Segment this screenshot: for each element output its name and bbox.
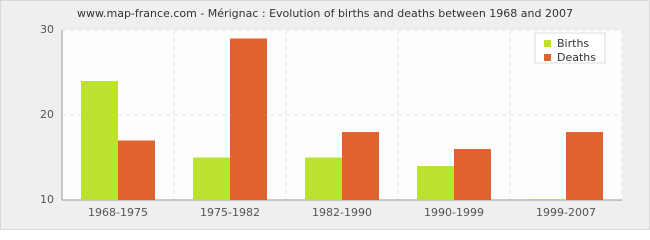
bar (230, 38, 267, 200)
bar (529, 199, 566, 200)
x-tick-label: 1982-1990 (312, 206, 372, 219)
x-tick-label: 1975-1982 (200, 206, 260, 219)
bar (566, 132, 603, 200)
legend-label: Deaths (557, 51, 596, 64)
x-tick-label: 1999-2007 (536, 206, 596, 219)
bar (118, 140, 155, 200)
x-tick-label: 1990-1999 (424, 206, 484, 219)
chart-title: www.map-france.com - Mérignac : Evolutio… (77, 7, 573, 20)
chart: www.map-france.com - Mérignac : Evolutio… (0, 0, 650, 230)
y-tick-label: 20 (40, 108, 54, 121)
legend-swatch (544, 54, 551, 61)
bar (193, 157, 230, 200)
x-tick-label: 1968-1975 (88, 206, 148, 219)
bar (342, 132, 379, 200)
bar (454, 149, 491, 200)
bar (417, 166, 454, 200)
y-tick-label: 30 (40, 23, 54, 36)
y-tick-label: 10 (40, 193, 54, 206)
legend-swatch (544, 40, 551, 47)
bar (81, 81, 118, 200)
legend-label: Births (557, 37, 589, 50)
bar (305, 157, 342, 200)
